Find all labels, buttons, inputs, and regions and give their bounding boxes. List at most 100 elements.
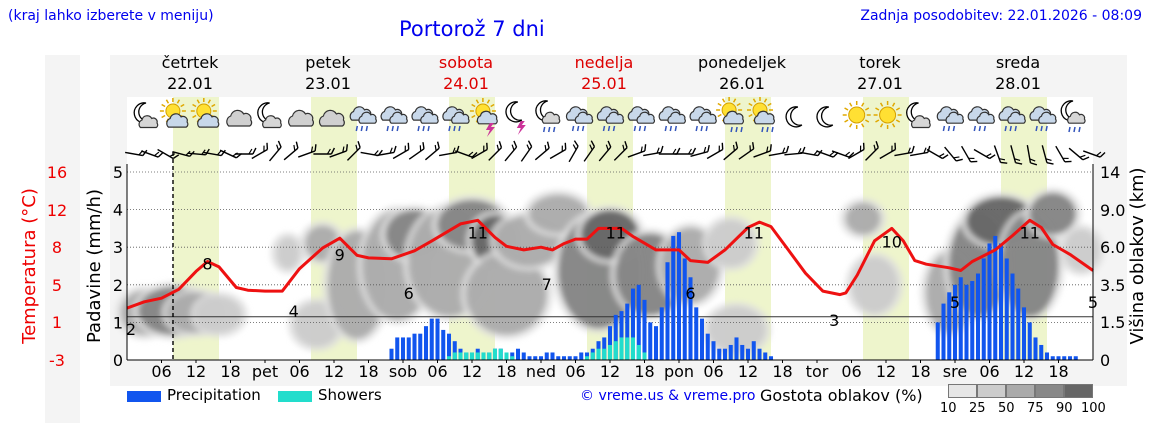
shower-bar <box>469 352 475 360</box>
shower-bar <box>446 356 452 360</box>
rain-cloud-icon <box>998 106 1026 132</box>
day-tick-label: pon <box>664 362 694 381</box>
wind-barb <box>993 145 1008 164</box>
day-date: 28.01 <box>995 74 1041 93</box>
hour-tick-label: 18 <box>910 362 930 381</box>
density-shade <box>977 384 1006 398</box>
rain-cloud-icon <box>596 106 625 132</box>
page-title: Portorož 7 dni <box>399 17 545 41</box>
precipitation-bar <box>423 326 429 360</box>
precipitation-bar <box>970 281 975 360</box>
precipitation-bar <box>1016 288 1021 360</box>
showers-legend-label: Showers <box>318 386 382 404</box>
temperature-label: 7 <box>542 275 552 294</box>
precipitation-bar <box>981 258 986 360</box>
wind-barb <box>1010 145 1023 165</box>
height-tick-label: 14 <box>1100 163 1120 182</box>
wind-barb <box>865 141 879 161</box>
shower-bar <box>452 352 457 360</box>
day-tick-label: pet <box>252 362 278 381</box>
shower-bar <box>487 352 492 360</box>
cloud-cover-blob <box>276 237 300 269</box>
copyright-link[interactable]: © vreme.us & vreme.pro <box>580 388 756 404</box>
precip-tick-label: 4 <box>113 201 123 220</box>
precipitation-bar <box>573 356 578 360</box>
temperature-label: 10 <box>882 232 902 251</box>
precipitation-bar <box>705 333 710 360</box>
last-update: Zadnja posodobitev: 22.01.2026 - 08:09 <box>860 8 1142 24</box>
hour-tick-label: 18 <box>496 362 516 381</box>
density-scale-label: 25 <box>969 401 986 416</box>
rain-sun-icon <box>716 97 745 133</box>
day-name: ponedeljek <box>698 53 787 72</box>
precipitation-bar <box>441 329 446 360</box>
rain-cloud-icon <box>411 106 439 132</box>
wind-barb <box>848 142 865 160</box>
day-tick-label: ned <box>526 362 556 381</box>
moon-cloud-icon <box>906 102 931 129</box>
hour-tick-label: 18 <box>220 362 240 381</box>
day-tick-label: sob <box>389 362 417 381</box>
density-scale-label: 90 <box>1056 401 1073 416</box>
rain-moon-icon <box>1060 100 1086 133</box>
wind-barb <box>408 142 425 160</box>
wind-barb <box>157 148 180 160</box>
region-hint-link[interactable]: (kraj lahko izberete v meniju) <box>8 8 214 24</box>
precipitation-swatch <box>127 391 161 402</box>
density-shade <box>1035 384 1064 398</box>
precipitation-bar <box>567 356 572 360</box>
precipitation-bar <box>636 284 641 360</box>
precipitation-bar <box>722 348 728 360</box>
day-name: petek <box>305 53 351 72</box>
precipitation-bar <box>975 273 981 360</box>
precipitation-bar <box>763 352 768 360</box>
wind-barb <box>520 140 533 162</box>
wind-barb <box>723 141 739 161</box>
cloud-sun-icon <box>159 98 189 128</box>
precipitation-bar <box>418 333 423 360</box>
thunder-sun-icon <box>469 98 498 137</box>
shower-bar <box>458 352 463 360</box>
wind-barb <box>392 142 410 160</box>
precipitation-bar <box>757 348 762 360</box>
density-scale-label: 10 <box>940 401 957 416</box>
day-tick-label: sre <box>943 362 967 381</box>
hour-tick-label: 06 <box>979 362 999 381</box>
hour-tick-label: 06 <box>289 362 309 381</box>
precipitation-bar <box>682 258 687 360</box>
precipitation-bar <box>579 352 584 360</box>
day-tick-label: tor <box>806 362 829 381</box>
hour-tick-label: 06 <box>427 362 447 381</box>
wind-barb <box>1041 145 1054 165</box>
temperature-tick-label: 5 <box>52 276 62 295</box>
cloud-sun-icon <box>190 98 220 128</box>
wind-barb <box>234 147 257 155</box>
precipitation-bar <box>935 322 940 360</box>
shower-bar <box>642 352 647 360</box>
temperature-label: 6 <box>685 284 695 303</box>
temperature-label: 8 <box>202 254 212 273</box>
precipitation-bar <box>728 344 733 360</box>
wind-barb <box>313 147 336 155</box>
precipitation-bar <box>1050 356 1055 360</box>
day-name: nedelja <box>575 53 634 72</box>
shower-bar <box>596 348 601 360</box>
wind-barb <box>690 144 710 158</box>
hour-tick-label: 18 <box>634 362 654 381</box>
wind-barb <box>879 142 897 160</box>
day-date: 23.01 <box>305 74 351 93</box>
density-scale-label: 75 <box>1027 401 1044 416</box>
precipitation-bar <box>998 243 1004 360</box>
height-tick-label: 9.0 <box>1100 201 1125 220</box>
wind-barb <box>329 144 349 158</box>
wind-barb <box>424 141 440 161</box>
cloudy-icon <box>288 109 315 127</box>
precipitation-bar <box>452 341 457 360</box>
wind-barb <box>944 146 963 162</box>
temperature-tick-label: 12 <box>47 201 67 220</box>
temperature-line <box>126 218 1094 310</box>
height-tick-label: 0 <box>1100 351 1110 370</box>
legend: Precipitation Showers <box>127 386 1127 426</box>
precipitation-bar <box>533 356 538 360</box>
precipitation-bar <box>642 299 647 360</box>
